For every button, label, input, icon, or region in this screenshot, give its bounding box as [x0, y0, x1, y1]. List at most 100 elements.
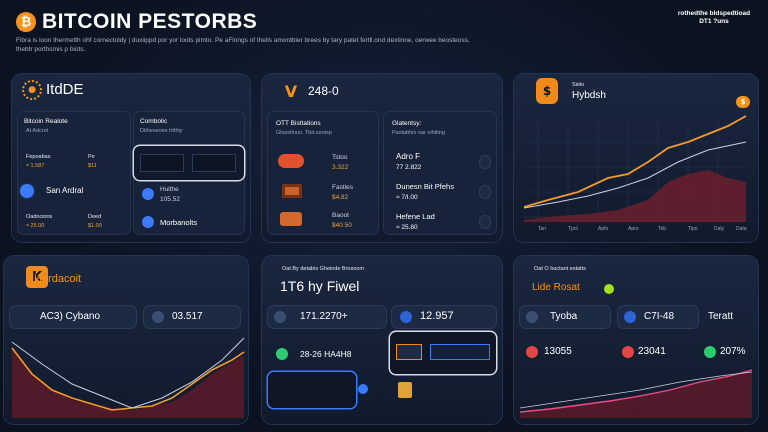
panel-hbrdacoit: K Hbrdacoit AC3) Cybano 03.517	[4, 256, 248, 424]
card-title: OTT Bisttations	[276, 120, 321, 127]
page-subtitle: Fibra is loon thermetth ohf cornectoldy …	[16, 37, 470, 53]
k-logo-icon: K	[26, 266, 48, 288]
value-pill-label: 03.517	[172, 311, 203, 322]
panel-price-chart: $ Sielo Hybdsh $ Tan Tpol Apfo Apro Teb …	[514, 74, 758, 242]
value-pill[interactable]	[144, 306, 240, 328]
x-tick: Teb	[658, 226, 666, 232]
shield-logo-icon: $	[536, 78, 558, 104]
x-tick: Daly	[714, 226, 725, 232]
thumbnail-left	[140, 154, 184, 172]
selected-thumbnail[interactable]	[134, 146, 244, 180]
currency-label: Teratt	[708, 311, 734, 322]
panel-note: Oat By detabis Gheinde Brosoom	[282, 266, 364, 272]
list-label: Baoot	[332, 212, 349, 219]
stat-value: 207%	[720, 346, 746, 357]
card-title: Combolic	[140, 118, 168, 125]
amount-pill[interactable]	[268, 306, 386, 328]
negative-icon	[622, 346, 634, 358]
panel-title: 1T6 hy Fiwel	[280, 278, 360, 294]
price-chart: Tan Tpol Apfo Apro Teb Tipo Daly Data	[523, 115, 748, 232]
preview-card[interactable]	[390, 332, 496, 374]
page-title: BITCOIN PESTORBS	[42, 10, 258, 33]
coin-icon	[526, 311, 538, 323]
row-action-button[interactable]	[480, 186, 490, 198]
item-icon[interactable]	[142, 188, 154, 200]
x-tick: Tan	[538, 226, 546, 232]
panel-brand-top: Sielo	[572, 82, 585, 88]
amount-pill[interactable]	[392, 306, 496, 328]
positive-icon	[704, 346, 716, 358]
positive-icon	[276, 348, 288, 360]
thumbnail-right	[192, 154, 236, 172]
chest-icon	[282, 184, 302, 198]
coin-pill[interactable]	[10, 306, 136, 328]
row-amount: ≈ 1.587	[26, 163, 45, 169]
row-action-button[interactable]	[480, 156, 490, 168]
stats-card	[384, 112, 496, 234]
item-value: 105.52	[160, 196, 180, 203]
panel-brand: ItdDE	[46, 81, 84, 98]
row-label: Fepoabas	[26, 154, 51, 160]
x-tick: Tipo	[688, 226, 698, 232]
amount-label: 28-26 HA4H8	[300, 349, 352, 359]
row-amount-2: $1.00	[88, 223, 102, 229]
currency-pill[interactable]	[520, 306, 610, 328]
stat-label: Adro F	[396, 152, 421, 161]
panel-rosat: Oat O bactant estatts Lide Rosat Tyoba C…	[514, 256, 758, 424]
item-icon[interactable]	[142, 216, 154, 228]
card-subtitle: Pastabhio oar eihiting	[392, 130, 445, 136]
list-amount: $4.82	[332, 194, 349, 201]
balance-card	[18, 112, 130, 234]
user-avatar[interactable]	[20, 184, 34, 198]
panel-brand: Hbrdacoit	[34, 273, 82, 285]
panel-note: Oat O bactant estatts	[534, 266, 586, 272]
x-tick: Apfo	[598, 226, 609, 232]
list-amount: 3.322	[332, 164, 349, 171]
stat-value: 13055	[544, 346, 572, 357]
x-tick: Apro	[628, 226, 639, 232]
check-icon	[400, 311, 412, 323]
panel-brand: Hybdsh	[572, 90, 606, 101]
row-amount-2: $11	[88, 163, 97, 169]
coin-icon	[152, 311, 164, 323]
corner-note: rothedthe bldspedtioad DT1 ?uns	[677, 10, 751, 25]
card-subtitle: Ditheseoes trtthiy	[140, 128, 183, 134]
mini-chart	[11, 337, 245, 418]
amount-pill-label: 171.2270+	[300, 311, 348, 322]
stat-value: ≈ 25.80	[396, 224, 418, 231]
logo-icon: V	[284, 81, 298, 101]
mini-chart	[519, 369, 753, 418]
bike-icon	[278, 154, 304, 168]
stat-value: 23041	[638, 346, 666, 357]
panel-transactions: V 248-0 OTT Bisttations Gloxstinuo. Tbit…	[262, 74, 502, 242]
card-title: Glatentsy:	[392, 120, 422, 127]
price-badge[interactable]: $	[736, 96, 750, 108]
stat-value: ≈ 7/I.00	[396, 194, 418, 201]
blue-dot-icon[interactable]	[358, 384, 368, 394]
panel-fiwel: Oat By detabis Gheinde Brosoom 1T6 hy Fi…	[262, 256, 502, 424]
stat-label: Dunesn Bit Pfehs	[396, 182, 454, 191]
coin-pill-label: AC3) Cybano	[40, 311, 101, 322]
highlight-card[interactable]	[268, 372, 356, 408]
currency-pill-label: Tyoba	[550, 311, 578, 322]
preview-bar	[430, 344, 490, 360]
preview-thumb	[396, 344, 422, 360]
currency-pill-label: C7I-48	[644, 311, 675, 322]
coin-icon	[274, 311, 286, 323]
x-tick: Data	[736, 226, 747, 232]
sun-icon: ●	[22, 80, 42, 100]
currency-pill[interactable]	[618, 306, 698, 328]
wallet-icon	[398, 382, 412, 398]
panel-label: Lide Rosat	[532, 282, 580, 293]
user-name: San Ardral	[46, 186, 84, 195]
item-label: Hulthe	[160, 186, 179, 193]
row-amount: ≈ 25.00	[26, 223, 45, 229]
row-label: Oadocions	[26, 214, 53, 220]
list-amount: $40.50	[332, 222, 352, 229]
row-action-button[interactable]	[480, 216, 490, 228]
card-title: Bitcoin Realote	[24, 118, 68, 125]
row-value: Deed	[88, 214, 102, 220]
amount-pill-label: 12.957	[420, 310, 454, 322]
stat-label: Hefene Lad	[396, 212, 435, 221]
